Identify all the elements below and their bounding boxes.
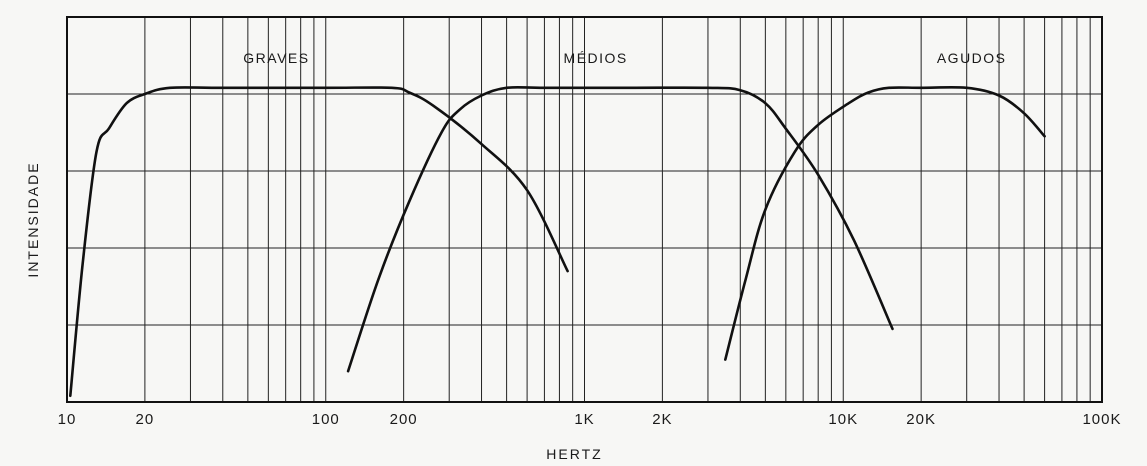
series-curve-medios: [346, 85, 894, 373]
horizontal-gridlines: [67, 93, 1102, 326]
series-label: GRAVES: [243, 50, 309, 66]
series-label: AGUDOS: [937, 50, 1007, 66]
series-curve-agudos: [724, 85, 1046, 361]
series-labels: GRAVES MÉDIOS AGUDOS: [243, 50, 1007, 66]
x-tick-label: 20: [136, 411, 155, 428]
series-label: MÉDIOS: [564, 50, 628, 66]
x-tick-label: 100K: [1082, 411, 1121, 428]
x-tick-label: 100: [312, 411, 340, 428]
x-tick-label: 10K: [828, 411, 858, 428]
x-tick-label: 1K: [574, 411, 594, 428]
x-axis-label: HERTZ: [546, 446, 602, 462]
plot-frame: [66, 16, 1103, 403]
y-axis-label: INTENSIDADE: [25, 161, 41, 277]
vertical-gridlines: [144, 17, 1091, 402]
curves: [69, 85, 1046, 398]
x-tick-label: 20K: [906, 411, 936, 428]
x-tick-label: 2K: [652, 411, 672, 428]
x-tick-label: 10: [58, 411, 77, 428]
x-tick-labels: 10 20 100 200 1K 2K 10K 20K 100K: [58, 411, 1121, 428]
x-tick-label: 200: [390, 411, 418, 428]
series-curve-graves: [69, 86, 569, 398]
